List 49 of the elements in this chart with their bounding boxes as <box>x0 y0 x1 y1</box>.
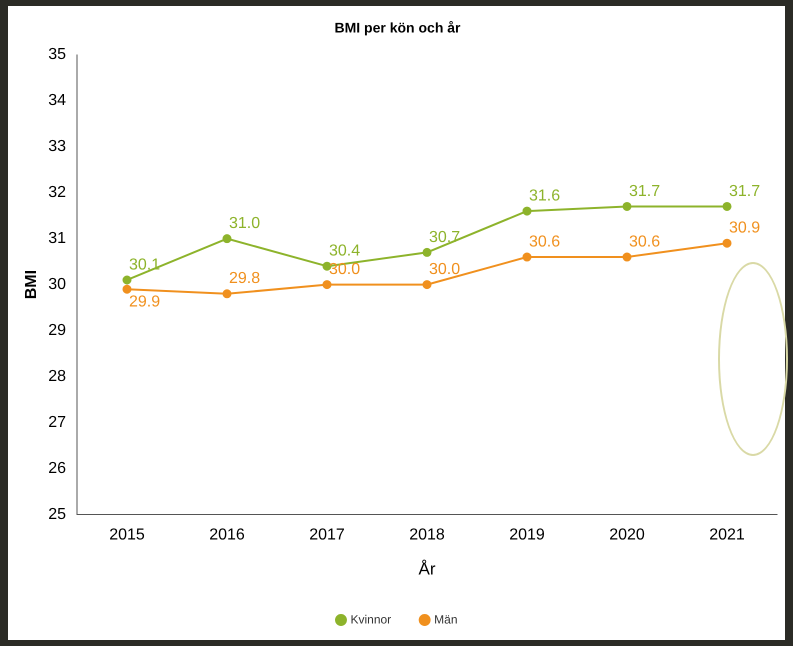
x-tick-label: 2017 <box>309 526 345 544</box>
data-label: 29.8 <box>229 270 260 288</box>
x-tick-label: 2016 <box>209 526 245 544</box>
y-tick-label: 28 <box>48 368 66 385</box>
point <box>222 289 232 298</box>
point <box>622 202 632 211</box>
data-label: 29.9 <box>128 294 160 311</box>
x-tick-label: 2020 <box>609 526 645 544</box>
data-label: 31.7 <box>629 182 660 200</box>
y-tick-label: 29 <box>48 322 66 339</box>
point <box>422 280 432 290</box>
point <box>122 276 132 285</box>
y-tick-label: 35 <box>48 46 66 64</box>
y-tick-label: 34 <box>48 92 66 110</box>
data-label: 30.4 <box>329 242 360 260</box>
data-label: 31.7 <box>729 182 760 200</box>
y-tick-label: 32 <box>48 184 66 202</box>
data-label: 30.0 <box>429 261 460 278</box>
x-tick-label: 2019 <box>509 526 545 544</box>
point <box>722 202 732 211</box>
data-label: 30.6 <box>629 233 660 250</box>
point <box>222 234 232 244</box>
y-tick-label: 25 <box>48 506 66 523</box>
x-tick-label: 2015 <box>109 526 145 544</box>
data-label: 30.6 <box>529 233 560 250</box>
x-tick-label: 2018 <box>409 526 445 544</box>
y-axis-title: BMI <box>23 270 40 300</box>
point <box>522 252 532 262</box>
point <box>622 252 632 262</box>
point <box>322 280 332 290</box>
point <box>522 206 532 216</box>
legend-label: Kvinnor <box>350 612 392 626</box>
data-label: 30.9 <box>729 220 760 237</box>
y-tick-label: 30 <box>48 276 66 294</box>
y-tick-label: 26 <box>48 460 66 477</box>
point <box>122 284 132 294</box>
legend-label: Män <box>434 612 458 626</box>
y-tick-label: 31 <box>48 230 66 248</box>
point <box>422 248 432 257</box>
y-tick-label: 27 <box>48 414 66 431</box>
x-axis-title: År <box>418 559 436 578</box>
data-label: 31.6 <box>529 187 560 204</box>
data-label: 30.7 <box>429 228 460 246</box>
data-label: 31.0 <box>229 215 260 232</box>
point <box>722 238 732 248</box>
y-tick-label: 33 <box>48 138 66 156</box>
data-label: 30.0 <box>329 261 360 278</box>
x-tick-label: 2021 <box>709 526 745 544</box>
chart-title: BMI per kön och år <box>334 19 462 36</box>
